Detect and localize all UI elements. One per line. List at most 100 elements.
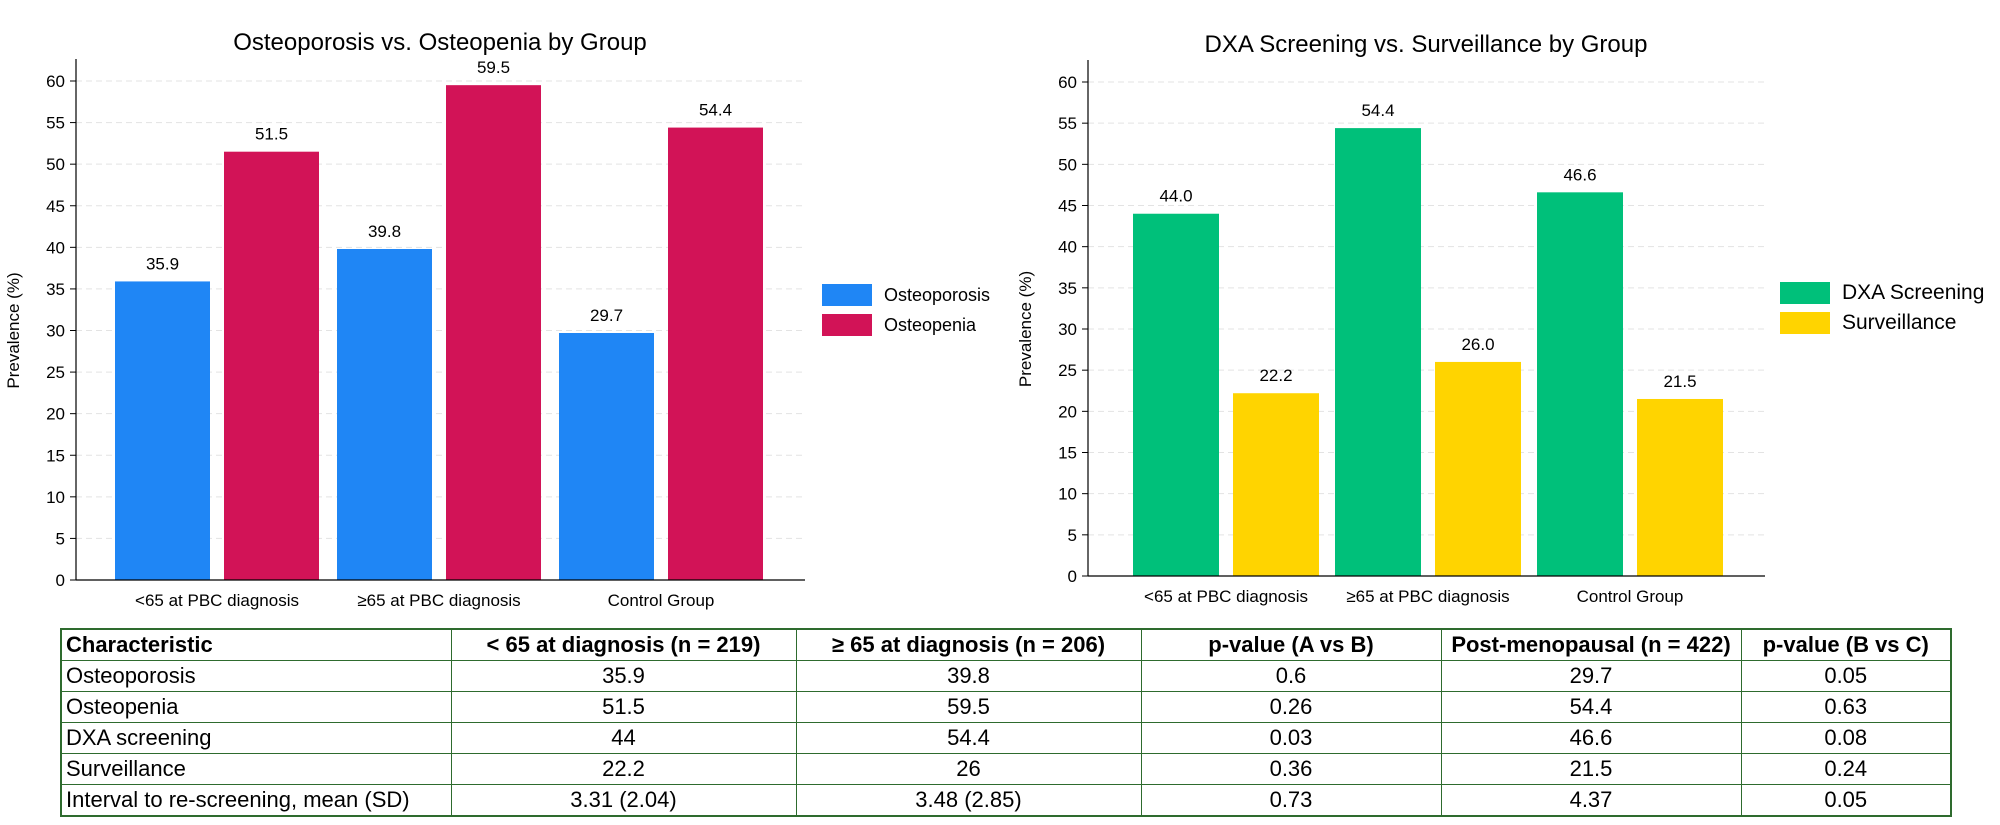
y-tick-label: 20 — [46, 405, 65, 424]
y-tick-label: 60 — [1058, 73, 1077, 92]
table-cell: 0.63 — [1740, 691, 1952, 723]
bar-osteopenia — [668, 127, 763, 580]
bar-dxa-screening — [1133, 213, 1219, 576]
y-tick-label: 15 — [1058, 444, 1077, 463]
y-tick-label: 10 — [46, 488, 65, 507]
data-label: 22.2 — [1259, 366, 1292, 385]
table-cell: Surveillance — [60, 753, 452, 785]
legend-swatch — [822, 284, 872, 306]
y-tick-label: 0 — [56, 571, 65, 590]
chart-osteoporosis-osteopenia: 0 5 10 15 20 25 30 35 40 45 50 55 60 35.9 39.8 29.7 51.5… — [4, 29, 990, 610]
bar-surveillance — [1637, 398, 1723, 576]
table-cell: Osteoporosis — [60, 660, 452, 692]
table-cell: 59.5 — [795, 691, 1142, 723]
legend-swatch — [1780, 282, 1830, 304]
data-label: 39.8 — [368, 222, 401, 241]
x-tick-label: Control Group — [608, 591, 715, 610]
table-cell: 0.36 — [1140, 753, 1442, 785]
x-tick-label: <65 at PBC diagnosis — [1144, 587, 1308, 606]
table-cell: 21.5 — [1440, 753, 1742, 785]
y-axis-label: Prevalence (%) — [4, 272, 23, 388]
summary-table-container: Characteristic < 65 at diagnosis (n = 21… — [60, 628, 1952, 817]
y-tick-label: 35 — [46, 280, 65, 299]
table-header-cell: < 65 at diagnosis (n = 219) — [450, 628, 797, 661]
y-tick-label: 40 — [46, 238, 65, 257]
y-tick-label: 5 — [56, 529, 65, 548]
bar-surveillance — [1233, 393, 1319, 576]
y-axis-label: Prevalence (%) — [1016, 271, 1035, 387]
table-cell: 0.05 — [1740, 784, 1952, 817]
y-tick-label: 40 — [1058, 238, 1077, 257]
table-cell: 3.31 (2.04) — [450, 784, 797, 817]
x-tick-label: Control Group — [1577, 587, 1684, 606]
table-cell: 0.73 — [1140, 784, 1442, 817]
data-label: 59.5 — [477, 58, 510, 77]
table-cell: 4.37 — [1440, 784, 1742, 817]
legend-swatch — [1780, 312, 1830, 334]
table-cell: 3.48 (2.85) — [795, 784, 1142, 817]
bar-osteoporosis — [337, 248, 432, 580]
y-tick-label: 35 — [1058, 279, 1077, 298]
table-header-cell: Characteristic — [60, 628, 452, 661]
data-label: 21.5 — [1663, 372, 1696, 391]
table-cell: 0.08 — [1740, 722, 1952, 754]
table-cell: 0.24 — [1740, 753, 1952, 785]
y-tick-label: 30 — [1058, 320, 1077, 339]
y-tick-label: 25 — [46, 363, 65, 382]
bar-osteoporosis — [559, 332, 654, 580]
table-header-row: Characteristic < 65 at diagnosis (n = 21… — [60, 628, 1952, 661]
y-tick-label: 60 — [46, 72, 65, 91]
bar-osteopenia — [224, 151, 319, 581]
y-tick-label: 25 — [1058, 361, 1077, 380]
y-tick-label: 20 — [1058, 402, 1077, 421]
data-label: 44.0 — [1159, 187, 1192, 206]
summary-table: Characteristic < 65 at diagnosis (n = 21… — [60, 628, 1952, 817]
table-cell: 29.7 — [1440, 660, 1742, 692]
data-label: 46.6 — [1563, 165, 1596, 184]
y-tick-label: 5 — [1068, 526, 1077, 545]
table-cell: 46.6 — [1440, 722, 1742, 754]
table-cell: 26 — [795, 753, 1142, 785]
bar-surveillance — [1435, 361, 1521, 576]
table-row: Surveillance 22.2 26 0.36 21.5 0.24 — [60, 753, 1952, 785]
y-tick-label: 50 — [46, 155, 65, 174]
legend-label: Osteopenia — [884, 315, 977, 335]
table-cell: 0.03 — [1140, 722, 1442, 754]
table-cell: Osteopenia — [60, 691, 452, 723]
table-cell: 0.05 — [1740, 660, 1952, 692]
table-row: Interval to re-screening, mean (SD) 3.31… — [60, 784, 1952, 817]
y-tick-label: 55 — [46, 114, 65, 133]
y-tick-label: 10 — [1058, 485, 1077, 504]
bar-dxa-screening — [1335, 128, 1421, 576]
legend-label: DXA Screening — [1842, 281, 1984, 304]
table-cell: 35.9 — [450, 660, 797, 692]
y-tick-label: 50 — [1058, 155, 1077, 174]
y-tick-label: 15 — [46, 446, 65, 465]
y-tick-label: 45 — [1058, 197, 1077, 216]
table-row: DXA screening 44 54.4 0.03 46.6 0.08 — [60, 722, 1952, 754]
table-row: Osteopenia 51.5 59.5 0.26 54.4 0.63 — [60, 691, 1952, 723]
bar-dxa-screening — [1537, 192, 1623, 576]
table-header-cell: p-value (A vs B) — [1140, 628, 1442, 661]
table-cell: 0.26 — [1140, 691, 1442, 723]
data-label: 26.0 — [1461, 335, 1494, 354]
table-header-cell: Post-menopausal (n = 422) — [1440, 628, 1742, 661]
chart-title: DXA Screening vs. Surveillance by Group — [1205, 31, 1648, 58]
y-tick-label: 30 — [46, 322, 65, 341]
chart-dxa-surveillance: 0 5 10 15 20 25 30 35 40 45 50 55 60 44.0 54.4 46.6 22.2… — [1016, 31, 1984, 606]
table-header-cell: ≥ 65 at diagnosis (n = 206) — [795, 628, 1142, 661]
charts-canvas: 05101520253035404550556035.939.829.751.5… — [4, 29, 1984, 610]
data-label: 35.9 — [146, 254, 179, 273]
table-cell: 51.5 — [450, 691, 797, 723]
table-cell: 54.4 — [1440, 691, 1742, 723]
table-cell: 44 — [450, 722, 797, 754]
data-label: 54.4 — [699, 101, 732, 120]
legend-label: Osteoporosis — [884, 285, 990, 305]
bar-osteoporosis — [115, 281, 210, 580]
x-tick-label: ≥65 at PBC diagnosis — [1346, 587, 1509, 606]
chart-title: Osteoporosis vs. Osteopenia by Group — [233, 29, 647, 56]
table-header-cell: p-value (B vs C) — [1740, 628, 1952, 661]
table-cell: 0.6 — [1140, 660, 1442, 692]
y-tick-label: 55 — [1058, 114, 1077, 133]
legend-swatch — [822, 314, 872, 336]
